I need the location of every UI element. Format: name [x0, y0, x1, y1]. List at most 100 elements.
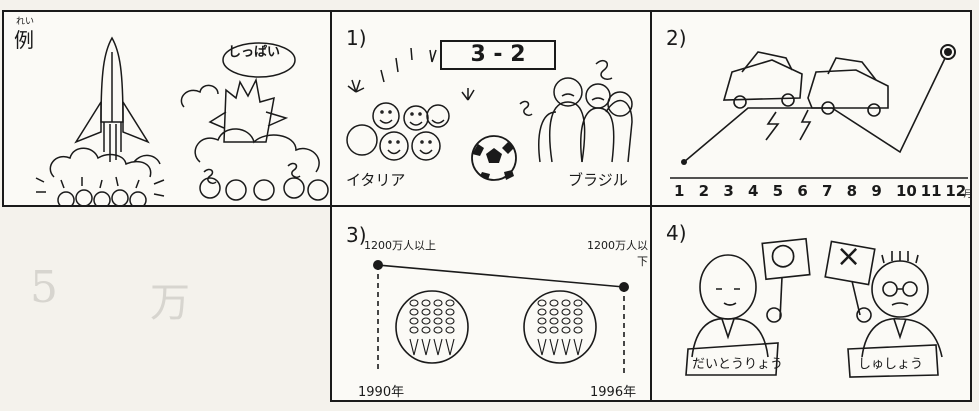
crowd-person: [445, 299, 455, 307]
crowd-person: [537, 326, 547, 334]
month-unit: 月: [963, 190, 972, 200]
value-left-label: 1200万人以上: [364, 239, 436, 252]
crowd-person: [433, 326, 443, 334]
crowd-person: [573, 317, 583, 325]
crowd-person: [549, 299, 559, 307]
sash-right-label: しゅしょう: [858, 357, 924, 372]
panel-1-number: 1): [346, 26, 367, 50]
example-ruby: れい: [16, 17, 35, 27]
crowd-person: [561, 338, 571, 356]
example-label: 例: [14, 28, 34, 52]
crowd-person: [573, 308, 583, 316]
crowd-circle-1996: [523, 290, 597, 364]
crowd-person: [537, 299, 547, 307]
crashed-car-icon: [722, 51, 803, 109]
cheering-fans: [346, 102, 450, 161]
month-label: 12: [945, 182, 967, 200]
prime-minister-figure: [856, 251, 943, 358]
crowd-person: [409, 308, 419, 316]
crowd-circle-1990: [395, 290, 469, 364]
crowd-person: [445, 308, 455, 316]
crowd-person: [433, 299, 443, 307]
month-label: 11: [920, 182, 942, 200]
crowd-person: [409, 299, 419, 307]
panel-4-number: 4): [666, 221, 687, 245]
sign-right: [824, 240, 876, 286]
match-illustration: [346, 47, 633, 181]
leaders-illustration: [685, 237, 943, 378]
value-right-label: 1200万人以下: [587, 239, 648, 268]
month-label: 9: [871, 182, 882, 200]
sad-fans: [519, 59, 633, 163]
sign-left-mark: ○: [770, 237, 797, 272]
month-label: 6: [797, 182, 808, 200]
month-label: 1: [674, 182, 685, 200]
crowd-person: [549, 317, 559, 325]
example-bubble-text: しっぱい: [228, 45, 281, 60]
crowd-person: [561, 317, 571, 325]
crowd-person: [433, 317, 443, 325]
crowd-person: [561, 299, 571, 307]
sign-right-mark: ×: [836, 239, 862, 274]
crowd-person: [537, 338, 547, 356]
panel-4: 4): [650, 205, 972, 402]
president-figure: [691, 254, 782, 358]
crowd-person: [445, 326, 455, 334]
panel-2-number: 2): [666, 26, 687, 50]
team-left-label: イタリア: [346, 171, 406, 189]
sash-left: [685, 342, 779, 376]
crowd-person: [573, 326, 583, 334]
crowd-person: [409, 317, 419, 325]
crowd-person: [549, 308, 559, 316]
month-label: 7: [822, 182, 833, 200]
crowd-person: [537, 317, 547, 325]
panel-2: 2) 1 2 3 4 5 6 7 8 9 10 11 12 月: [650, 10, 972, 207]
crowd-person: [421, 338, 431, 356]
year-line-illustration: [670, 44, 968, 179]
lightning-icon: [765, 111, 780, 141]
crowd-person: [421, 299, 431, 307]
scoreboard: 3 - 2: [440, 40, 556, 70]
year-right-label: 1996年: [590, 385, 637, 400]
background-mark-center: 万: [150, 280, 190, 326]
panel-3-number: 3): [346, 223, 367, 247]
soccer-ball-icon: [471, 135, 517, 181]
rocket-icon: [74, 36, 150, 162]
panel-3: 3) 1200万人以上 1200万人以下 1990年 1996年: [330, 205, 652, 402]
crowd-person: [445, 317, 455, 325]
crowd-person: [409, 338, 419, 356]
crowd-person: [421, 308, 431, 316]
month-label: 10: [896, 182, 917, 200]
crashed-car-icon: [807, 57, 889, 117]
crowd-person: [433, 308, 443, 316]
crowd-person: [561, 326, 571, 334]
crowd-person: [549, 338, 559, 356]
crowd-person: [409, 326, 419, 334]
background-mark-left: 5: [30, 262, 58, 313]
crowd-person: [561, 308, 571, 316]
sign-left: [761, 237, 811, 281]
crowd-person: [549, 326, 559, 334]
month-label: 2: [698, 182, 710, 200]
broken-rocket-icon: [208, 77, 289, 143]
crowd-person: [573, 299, 583, 307]
month-label: 8: [846, 182, 858, 200]
team-right-label: ブラジル: [568, 171, 628, 189]
crowd-person: [421, 317, 431, 325]
month-label: 5: [772, 182, 784, 200]
panel-example: れい 例: [2, 10, 332, 207]
year-left-label: 1990年: [358, 385, 405, 400]
month-label: 4: [748, 182, 759, 200]
example-illustration: [35, 36, 329, 205]
sash-right: [847, 344, 939, 378]
crowd-person: [421, 326, 431, 334]
sash-left-label: だいとうりょう: [692, 357, 784, 372]
crowd-person: [445, 338, 455, 356]
population-illustration: [373, 260, 629, 373]
crowd-person: [433, 338, 443, 356]
month-axis-labels: 1 2 3 4 5 6 7 8 9 10 11 12 月: [674, 182, 970, 204]
crowd-person: [537, 308, 547, 316]
month-label: 3: [723, 182, 734, 200]
panel-1: 1) 3 - 2: [330, 10, 652, 207]
crowd-person: [573, 338, 583, 356]
